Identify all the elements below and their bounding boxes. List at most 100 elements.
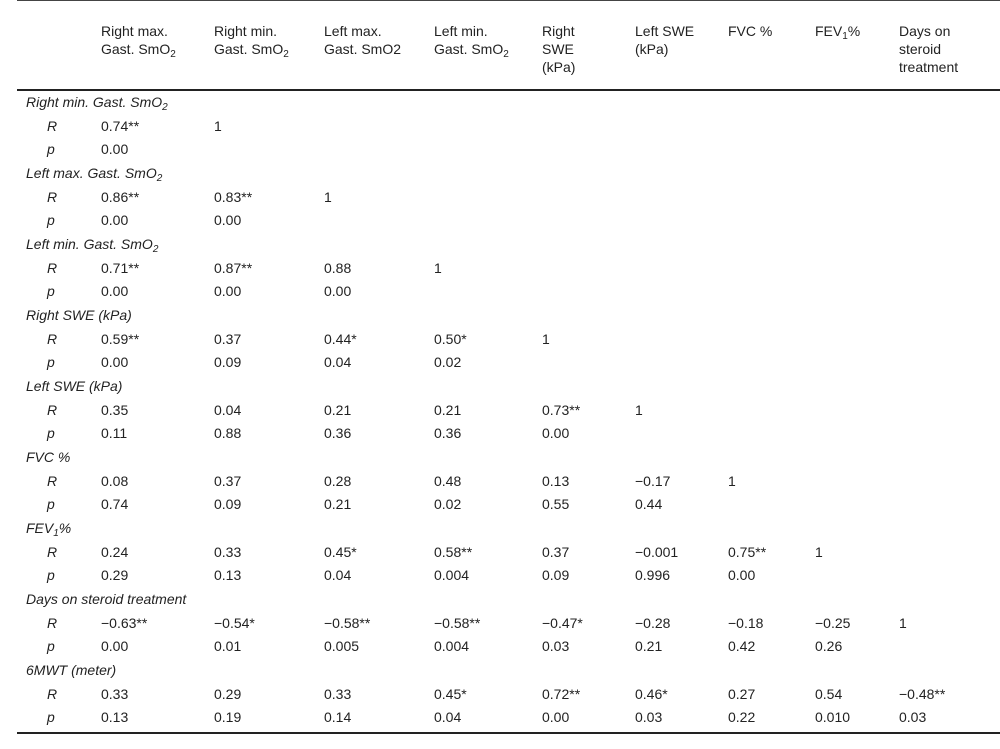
table-cell: 0.09 bbox=[542, 567, 570, 584]
stat-label: p bbox=[47, 283, 55, 300]
column-header-text: Gast. SmO bbox=[434, 41, 504, 57]
table-cell: −0.48** bbox=[899, 685, 946, 702]
group-label: 6MWT (meter) bbox=[26, 659, 116, 682]
table-cell: 1 bbox=[434, 259, 442, 276]
column-header-line: Left min. bbox=[434, 23, 488, 39]
table-cell: 1 bbox=[635, 401, 643, 418]
stat-label: R bbox=[47, 330, 58, 347]
table-cell: 0.00 bbox=[101, 141, 129, 158]
column-header-line: Gast. SmO2 bbox=[214, 40, 289, 60]
table-cell: −0.54* bbox=[214, 614, 255, 631]
column-header: FVC % bbox=[728, 22, 772, 40]
column-header: Left max. Gast. SmO2 bbox=[324, 22, 401, 58]
table-cell: 1 bbox=[324, 188, 332, 205]
column-header: Days on steroid treatment bbox=[899, 22, 958, 76]
column-header: Right max. Gast. SmO2 bbox=[101, 22, 176, 60]
table-top-rule bbox=[17, 0, 1000, 1]
table-cell: 0.48 bbox=[434, 472, 462, 489]
table-cell: 0.14 bbox=[324, 709, 352, 726]
table-cell: 0.13 bbox=[214, 567, 242, 584]
stat-label: R bbox=[47, 472, 58, 489]
table-cell: 0.29 bbox=[214, 685, 242, 702]
stat-label: R bbox=[47, 259, 58, 276]
r-value-row: R 0.59** 0.37 0.44* 0.50* 1 bbox=[0, 328, 1000, 351]
group-label: FEV1% bbox=[26, 517, 71, 540]
table-cell: 0.00 bbox=[542, 709, 570, 726]
table-cell: 0.27 bbox=[728, 685, 756, 702]
table-cell: 0.44 bbox=[635, 496, 663, 513]
table-cell: 0.71** bbox=[101, 259, 140, 276]
table-cell: 0.00 bbox=[101, 212, 129, 229]
table-cell: 0.04 bbox=[324, 567, 352, 584]
p-value-row: p 0.00 0.00 bbox=[0, 209, 1000, 232]
group-label-text: FEV bbox=[26, 520, 54, 537]
column-header-subscript: 2 bbox=[503, 49, 509, 60]
group-label-text: Left max. Gast. SmO bbox=[26, 165, 157, 181]
table-cell: 0.02 bbox=[434, 496, 462, 513]
column-header: Left SWE (kPa) bbox=[635, 22, 694, 58]
group-label-subscript: 2 bbox=[156, 173, 163, 184]
stat-label: R bbox=[47, 188, 58, 205]
table-cell: 0.46* bbox=[635, 685, 668, 702]
table-cell: 0.13 bbox=[542, 472, 570, 489]
p-value-row: p 0.29 0.13 0.04 0.004 0.09 0.996 0.00 bbox=[0, 564, 1000, 587]
column-header-text: Gast. SmO bbox=[214, 41, 284, 57]
table-cell: 0.09 bbox=[214, 496, 242, 513]
table-cell: 0.24 bbox=[101, 543, 129, 560]
table-cell: 0.36 bbox=[434, 425, 462, 442]
column-header-line: Days on bbox=[899, 23, 951, 39]
table-cell: 1 bbox=[542, 330, 550, 347]
table-cell: 0.88 bbox=[324, 259, 352, 276]
table-cell: 0.35 bbox=[101, 401, 129, 418]
p-value-row: p 0.00 0.00 0.00 bbox=[0, 280, 1000, 303]
table-cell: 0.004 bbox=[434, 638, 470, 655]
group-label-row: 6MWT (meter) bbox=[0, 659, 1000, 682]
column-header-line: Gast. SmO2 bbox=[324, 41, 402, 57]
table-cell: 0.29 bbox=[101, 567, 129, 584]
table-cell: 0.44* bbox=[324, 330, 357, 347]
table-cell: 0.00 bbox=[542, 425, 570, 442]
table-cell: 0.45* bbox=[434, 685, 467, 702]
stat-label: p bbox=[47, 425, 55, 442]
table-cell: 0.03 bbox=[635, 709, 663, 726]
table-cell: 0.55 bbox=[542, 496, 570, 513]
table-cell: 0.00 bbox=[214, 283, 242, 300]
group-label: Days on steroid treatment bbox=[26, 588, 186, 611]
table-cell: 0.26 bbox=[815, 638, 843, 655]
stat-label: R bbox=[47, 614, 58, 631]
column-header-line: steroid bbox=[899, 41, 942, 57]
group-label: Left min. Gast. SmO2 bbox=[26, 233, 158, 256]
stat-label: p bbox=[47, 638, 55, 655]
group-label-text: Right min. Gast. SmO bbox=[26, 94, 163, 110]
group-label-row: Left SWE (kPa) bbox=[0, 375, 1000, 398]
table-cell: −0.58** bbox=[434, 614, 481, 631]
table-cell: 0.74** bbox=[101, 117, 140, 134]
group-label-text: Right SWE (kPa) bbox=[26, 307, 132, 324]
group-label: Right min. Gast. SmO2 bbox=[26, 91, 168, 114]
group-label-row: FVC % bbox=[0, 446, 1000, 469]
table-cell: 0.21 bbox=[635, 638, 663, 655]
p-value-row: p 0.13 0.19 0.14 0.04 0.00 0.03 0.22 0.010 0.03 bbox=[0, 706, 1000, 729]
table-cell: 0.13 bbox=[101, 709, 129, 726]
group-label-subscript: 2 bbox=[152, 244, 159, 256]
stat-label: R bbox=[47, 401, 58, 418]
table-cell: 0.010 bbox=[815, 709, 851, 726]
column-header-subscript: 2 bbox=[170, 49, 176, 60]
column-header-line: Left max. bbox=[324, 23, 382, 39]
column-header: Right min. Gast. SmO2 bbox=[214, 22, 289, 60]
table-cell: 0.00 bbox=[101, 638, 129, 655]
column-header-subscript: 1 bbox=[842, 31, 848, 42]
table-cell: 0.42 bbox=[728, 638, 756, 655]
group-label-text: 6MWT (meter) bbox=[26, 662, 117, 679]
column-header-line: Right min. bbox=[214, 23, 278, 39]
table-cell: 0.00 bbox=[728, 567, 756, 584]
group-label-text: Left SWE (kPa) bbox=[26, 378, 123, 395]
table-cell: 0.01 bbox=[214, 638, 242, 655]
group-label-row: FEV1% bbox=[0, 517, 1000, 540]
table-cell: 0.87** bbox=[214, 259, 253, 276]
column-header: Left min. Gast. SmO2 bbox=[434, 22, 509, 60]
group-label: Left SWE (kPa) bbox=[26, 375, 122, 398]
table-cell: 1 bbox=[899, 614, 907, 631]
table-cell: 0.75** bbox=[728, 543, 767, 560]
